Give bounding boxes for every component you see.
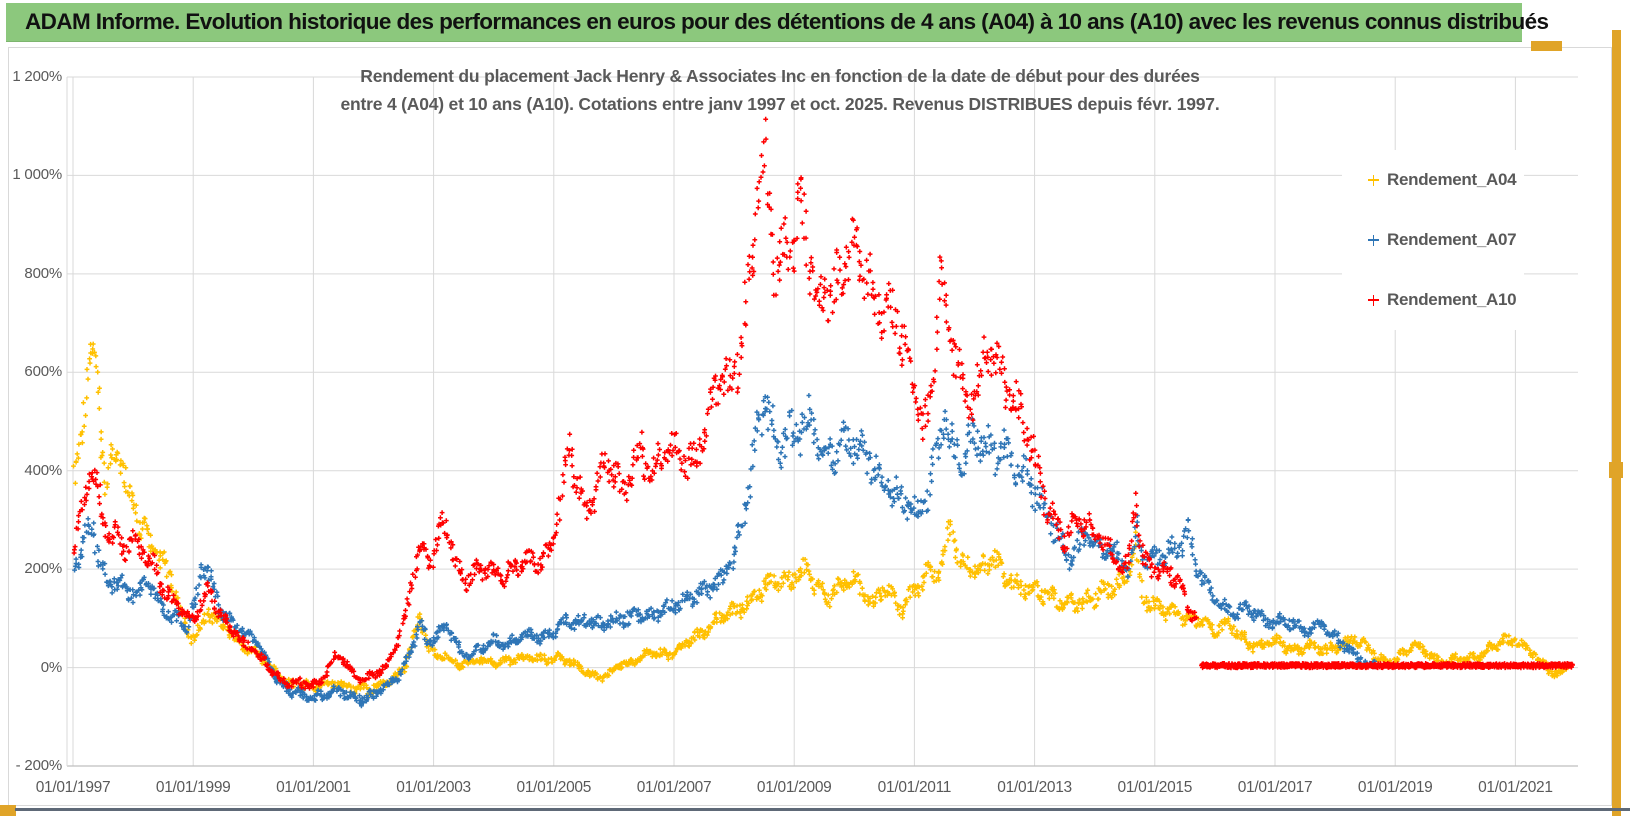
chart-title-line1: Rendement du placement Jack Henry & Asso… xyxy=(360,66,1200,86)
y-axis-label: 1 000% xyxy=(12,166,62,184)
selection-border-top xyxy=(1531,41,1562,51)
series-Rendement_A07[interactable] xyxy=(72,393,1379,709)
series-Rendement_A10[interactable] xyxy=(71,116,1575,691)
selection-border-right[interactable] xyxy=(1612,30,1621,816)
legend-item-a10[interactable]: Rendement_A10 xyxy=(1342,270,1524,330)
plus-marker-icon xyxy=(1368,294,1379,306)
x-axis-label: 01/01/1999 xyxy=(155,779,231,796)
x-axis-label: 01/01/2005 xyxy=(516,779,592,796)
chart-title-line2: entre 4 (A04) et 10 ans (A10). Cotations… xyxy=(340,94,1220,114)
sheet-title-banner: ADAM Informe. Evolution historique des p… xyxy=(6,3,1549,42)
chart-bottom-border xyxy=(15,808,1630,811)
chart-legend: Rendement_A04 Rendement_A07 Rendement_A1… xyxy=(1342,150,1524,330)
legend-item-a04[interactable]: Rendement_A04 xyxy=(1342,150,1524,210)
x-axis-label: 01/01/2001 xyxy=(276,779,351,796)
legend-label: Rendement_A04 xyxy=(1387,170,1517,189)
legend-label: Rendement_A07 xyxy=(1387,230,1517,249)
y-axis-label: - 200% xyxy=(15,757,63,774)
sheet-title-text: ADAM Informe. Evolution historique des p… xyxy=(25,9,1549,34)
x-axis-label: 01/01/2003 xyxy=(396,779,471,796)
selection-handle-right[interactable] xyxy=(1609,462,1623,478)
y-axis-label: 800% xyxy=(24,264,62,282)
y-axis-label: 1 200% xyxy=(12,68,62,85)
x-axis-label: 01/01/2009 xyxy=(756,779,832,796)
y-axis-label: 200% xyxy=(24,560,62,578)
x-axis-label: 01/01/2007 xyxy=(636,779,712,796)
x-axis-label: 01/01/2011 xyxy=(877,779,952,796)
x-axis-label: 01/01/2013 xyxy=(997,779,1072,796)
chart-title: Rendement du placement Jack Henry & Asso… xyxy=(60,62,1500,118)
y-axis-label: 0% xyxy=(40,658,62,676)
x-axis-label: 01/01/2021 xyxy=(1478,779,1553,796)
x-axis-label: 01/01/1997 xyxy=(35,779,111,796)
plus-marker-icon xyxy=(1368,174,1379,186)
y-axis-label: 600% xyxy=(24,363,62,381)
selection-handle-bottom-left[interactable] xyxy=(0,805,16,816)
legend-label: Rendement_A10 xyxy=(1387,290,1517,309)
x-axis-label: 01/01/2015 xyxy=(1117,779,1193,796)
x-axis-label: 01/01/2019 xyxy=(1357,779,1433,796)
plus-marker-icon xyxy=(1368,234,1379,246)
legend-item-a07[interactable]: Rendement_A07 xyxy=(1342,210,1524,270)
x-axis-label: 01/01/2017 xyxy=(1237,779,1313,796)
y-axis-label: 400% xyxy=(24,461,62,479)
